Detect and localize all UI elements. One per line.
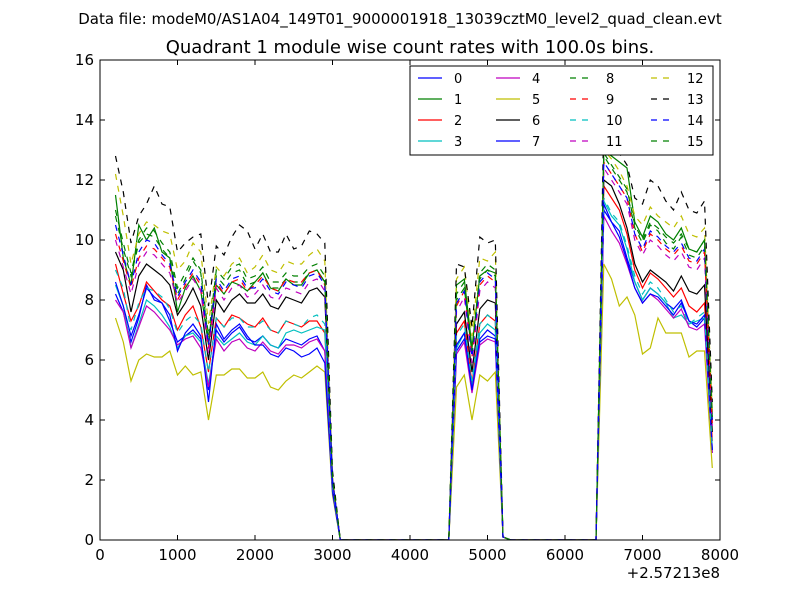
y-tick-label: 0	[84, 531, 94, 549]
legend-label-7: 7	[532, 135, 540, 150]
legend-label-4: 4	[532, 72, 540, 87]
legend-label-15: 15	[687, 135, 704, 150]
axes-ticks: 0 1000 2000 3000 4000 5000 6000 7000 80000246810…	[75, 51, 739, 564]
series-line-2	[114, 184, 713, 540]
legend-label-3: 3	[454, 135, 462, 150]
y-tick-label: 8	[84, 291, 94, 309]
x-tick-label: 5000	[468, 546, 506, 564]
x-tick-label: 1000	[158, 546, 196, 564]
y-tick-label: 16	[75, 51, 94, 69]
y-tick-label: 6	[84, 351, 94, 369]
legend-label-5: 5	[532, 93, 540, 108]
y-tick-label: 12	[75, 171, 94, 189]
legend-label-13: 13	[687, 93, 704, 108]
legend-label-9: 9	[606, 93, 614, 108]
legend-label-6: 6	[532, 114, 540, 129]
y-tick-label: 2	[84, 471, 94, 489]
legend-label-0: 0	[454, 72, 462, 87]
series-line-11	[114, 166, 713, 540]
x-tick-label: 6000	[546, 546, 584, 564]
legend-label-11: 11	[606, 135, 623, 150]
series-line-15	[114, 151, 713, 540]
series-line-4	[114, 215, 713, 540]
y-tick-label: 4	[84, 411, 94, 429]
series-line-12	[114, 148, 713, 540]
x-tick-label: 8000	[701, 546, 739, 564]
legend-label-2: 2	[454, 114, 462, 129]
series-layer	[114, 119, 713, 540]
legend-label-8: 8	[606, 72, 614, 87]
data-file-title: Data file: modeM0/AS1A04_149T01_90000019…	[78, 10, 722, 29]
plot-title: Quadrant 1 module wise count rates with …	[166, 37, 655, 58]
legend-label-12: 12	[687, 72, 704, 87]
series-line-13	[114, 119, 713, 540]
series-line-8	[114, 154, 713, 540]
series-line-14	[114, 160, 713, 540]
x-tick-label: 7000	[623, 546, 661, 564]
x-tick-label: 4000	[391, 546, 429, 564]
legend-label-14: 14	[687, 114, 704, 129]
x-tick-label: 0	[95, 546, 105, 564]
x-tick-label: 2000	[236, 546, 274, 564]
legend-label-1: 1	[454, 93, 462, 108]
series-line-7	[114, 203, 713, 540]
series-line-1	[114, 148, 713, 540]
y-tick-label: 10	[75, 231, 94, 249]
legend-label-10: 10	[606, 114, 623, 129]
series-line-6	[114, 178, 713, 540]
x-offset-label: +2.57213e8	[627, 564, 720, 582]
y-tick-label: 14	[75, 111, 94, 129]
x-tick-label: 3000	[313, 546, 351, 564]
legend-box	[409, 65, 714, 156]
series-line-5	[114, 263, 713, 540]
